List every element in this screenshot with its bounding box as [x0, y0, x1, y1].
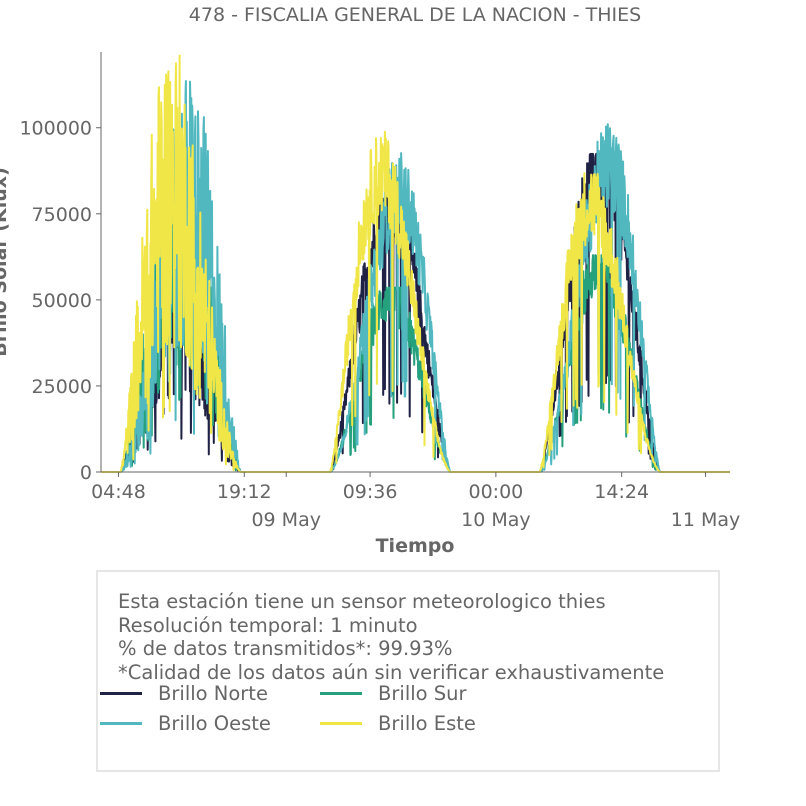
legend-item-oeste: Brillo Oeste	[100, 712, 271, 735]
legend-item-este: Brillo Este	[320, 712, 476, 735]
series-line-brillo-este	[100, 54, 731, 473]
x-tick-label: 09:36	[343, 481, 398, 503]
legend-swatch-oeste	[100, 722, 142, 725]
y-tick-label: 50000	[32, 290, 92, 312]
legend-swatch-sur	[320, 692, 362, 695]
legend-swatch-norte	[100, 692, 142, 695]
x-date-label: 10 May	[461, 509, 531, 531]
legend-label-sur: Brillo Sur	[378, 682, 467, 705]
legend-item-norte: Brillo Norte	[100, 682, 268, 705]
y-tick-label: 25000	[32, 376, 92, 398]
x-tick-label: 00:00	[468, 481, 523, 503]
legend-item-sur: Brillo Sur	[320, 682, 467, 705]
x-date-label: 09 May	[251, 509, 321, 531]
chart-title: 478 - FISCALIA GENERAL DE LA NACION - TH…	[189, 4, 641, 26]
info-text: Esta estación tiene un sensor meteorolog…	[118, 590, 664, 684]
info-line-resolution: Resolución temporal: 1 minuto	[118, 613, 418, 637]
y-axis-label: Brillo Solar (Klux)	[0, 167, 11, 357]
y-tick-label: 100000	[19, 118, 92, 140]
legend-label-norte: Brillo Norte	[158, 682, 268, 705]
legend-label-este: Brillo Este	[378, 712, 476, 735]
legend-swatch-este	[320, 722, 362, 725]
x-tick-label: 04:48	[91, 481, 146, 503]
y-tick-label: 75000	[32, 204, 92, 226]
y-tick-label: 0	[80, 462, 92, 484]
series-line-brillo-oeste	[100, 80, 731, 473]
series-layer	[100, 54, 731, 473]
solar-brightness-chart: 478 - FISCALIA GENERAL DE LA NACION - TH…	[0, 4, 740, 557]
x-date-label: 11 May	[671, 509, 741, 531]
x-tick-label: 14:24	[594, 481, 649, 503]
x-axis-label: Tiempo	[376, 535, 455, 557]
info-line-station: Esta estación tiene un sensor meteorolog…	[118, 590, 606, 613]
info-line-quality: *Calidad de los datos aún sin verificar …	[118, 660, 665, 684]
info-line-transmitted: % de datos transmitidos*: 99.93%	[118, 637, 453, 660]
axes-layer: 0 25000 50000 75000 100000 04:48 19:12 09 May 09…	[19, 52, 740, 531]
info-box: Esta estación tiene un sensor meteorolog…	[96, 570, 720, 772]
x-tick-label: 19:12	[217, 481, 272, 503]
legend-label-oeste: Brillo Oeste	[158, 712, 271, 735]
